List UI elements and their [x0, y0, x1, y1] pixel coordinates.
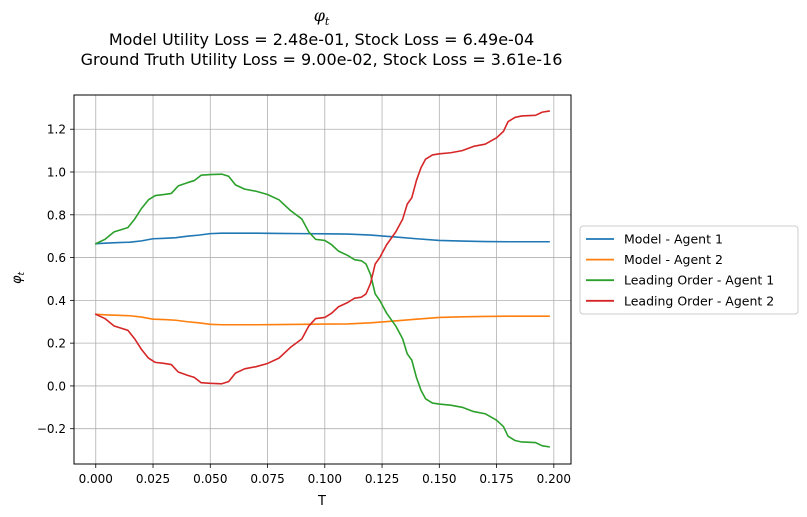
y-tick-label: 0.6: [47, 251, 66, 265]
x-tick-label: 0.150: [422, 472, 456, 486]
series-line-1: [94, 232, 551, 245]
chart-title-model-loss: Model Utility Loss = 2.48e-01, Stock Los…: [108, 30, 535, 49]
legend: Model - Agent 1 Model - Agent 2 Leading Or…: [579, 225, 799, 315]
series-line-4: [94, 110, 551, 385]
x-tick-label: 0.125: [365, 472, 399, 486]
x-tick-label: 0.050: [193, 472, 227, 486]
legend-label-1: Model - Agent 1: [624, 232, 723, 247]
x-tick-label: 0.175: [479, 472, 513, 486]
plot-frame: [73, 94, 572, 465]
y-tick-label: −0.2: [37, 422, 66, 436]
y-tick-label: 0.0: [47, 379, 66, 393]
series-lines: [94, 110, 551, 448]
y-axis-label: φt: [10, 271, 27, 284]
chart-title-phi: φt: [313, 6, 330, 29]
legend-label-2: Model - Agent 2: [624, 252, 723, 267]
x-axis-label: T: [317, 494, 326, 509]
legend-label-4: Leading Order - Agent 2: [624, 293, 774, 308]
grid: [74, 95, 571, 464]
x-tick-label: 0.200: [537, 472, 571, 486]
legend-box: [579, 225, 799, 315]
x-tick-label: 0.100: [308, 472, 342, 486]
x-tick-label: 0.000: [79, 472, 113, 486]
y-tick-label: 1.2: [47, 123, 66, 137]
y-tick-label: 1.0: [47, 166, 66, 180]
series-line-3: [94, 173, 551, 448]
y-tick-label: 0.4: [47, 294, 66, 308]
x-tick-label: 0.025: [136, 472, 170, 486]
y-tick-label: 0.8: [47, 208, 66, 222]
legend-label-3: Leading Order - Agent 1: [624, 273, 774, 288]
y-tick-label: 0.2: [47, 337, 66, 351]
x-tick-label: 0.075: [250, 472, 284, 486]
axis-ticks: 0.000 0.025 0.050 0.075 0.100 0.125 0.150 0.175…: [37, 123, 571, 486]
chart-title-ground-truth-loss: Ground Truth Utility Loss = 9.00e-02, St…: [80, 50, 563, 69]
series-line-2: [94, 313, 551, 326]
